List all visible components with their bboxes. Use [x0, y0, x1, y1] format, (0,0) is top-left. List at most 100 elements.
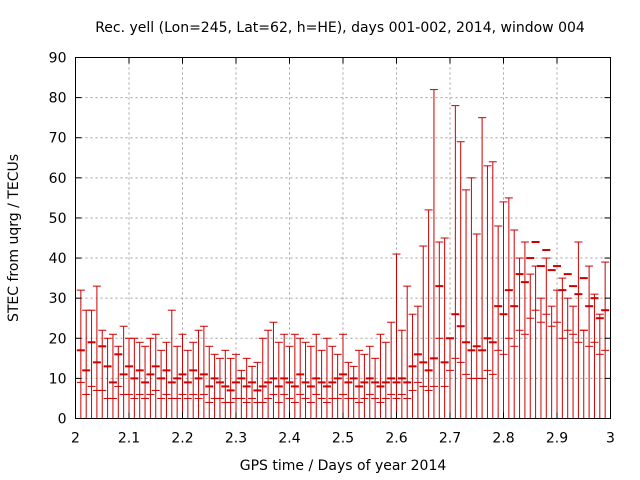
error-bar [456, 141, 465, 419]
x-tick-label: 2.3 [225, 431, 247, 447]
error-bar [189, 341, 198, 419]
error-bar [392, 253, 401, 419]
x-tick-label: 2.4 [278, 431, 300, 447]
error-bar [547, 269, 556, 419]
error-bar [82, 309, 91, 419]
y-tick-label: 90 [49, 51, 67, 67]
error-bar [360, 353, 369, 419]
error-bar [215, 357, 224, 419]
error-bar [579, 277, 588, 419]
error-bar [419, 245, 428, 419]
error-bar [371, 357, 380, 419]
error-bar [135, 341, 144, 419]
error-bar [574, 241, 583, 419]
error-bar [322, 337, 331, 419]
error-bar [290, 333, 299, 419]
error-bar [472, 233, 481, 419]
chart-title: Rec. yell (Lon=245, Lat=62, h=HE), days … [95, 20, 585, 36]
x-tick-label: 2.1 [118, 431, 140, 447]
error-bar [199, 325, 208, 419]
error-bar [408, 313, 417, 419]
x-tick-label: 2.8 [492, 431, 514, 447]
error-bar [269, 321, 278, 419]
error-bar [242, 357, 251, 419]
error-bar [162, 341, 171, 419]
error-bar [349, 365, 358, 419]
error-bar [226, 357, 235, 419]
y-tick-label: 60 [49, 171, 67, 187]
error-bar [108, 333, 117, 419]
error-bar [601, 261, 610, 419]
error-bar [98, 329, 107, 419]
error-bar [499, 201, 508, 419]
error-bar [141, 345, 150, 419]
error-bar [258, 337, 267, 419]
x-tick-label: 2.6 [385, 431, 407, 447]
error-bar [280, 333, 289, 419]
error-bar [510, 229, 519, 419]
error-bar [429, 89, 438, 419]
error-bar [194, 329, 203, 419]
error-bar [504, 197, 513, 419]
error-bar [306, 345, 315, 419]
y-axis-label: STEC from uqrg / TECUs [6, 154, 22, 322]
error-bar [253, 361, 262, 419]
error-bar [595, 313, 604, 419]
error-bar [328, 345, 337, 419]
y-tick-label: 50 [49, 211, 67, 227]
error-bar [376, 333, 385, 419]
error-bar [451, 105, 460, 419]
error-bar [381, 341, 390, 419]
error-bar [151, 333, 160, 419]
x-tick-label: 2.7 [439, 431, 461, 447]
error-bar [585, 265, 594, 419]
error-bar [114, 345, 123, 419]
y-tick-label: 70 [49, 131, 67, 147]
error-bar [183, 349, 192, 419]
error-bar [173, 345, 182, 419]
error-bar [76, 289, 85, 419]
error-bar [119, 325, 128, 419]
error-bar [178, 333, 187, 419]
y-tick-label: 10 [49, 371, 67, 387]
x-tick-label: 2.9 [546, 431, 568, 447]
error-bar [333, 353, 342, 419]
error-bar [397, 329, 406, 419]
data-series [76, 89, 610, 419]
error-bar [446, 337, 454, 419]
error-bar [167, 309, 176, 419]
error-bar [520, 241, 529, 419]
error-bar [526, 257, 535, 419]
x-tick-label: 2.5 [332, 431, 354, 447]
error-bar [92, 285, 101, 419]
error-bar [264, 329, 273, 419]
y-tick-label: 40 [49, 251, 67, 267]
error-bar [344, 361, 353, 419]
error-bar [590, 293, 599, 419]
error-bar [542, 249, 551, 419]
error-bar [435, 241, 444, 419]
error-bar [237, 369, 246, 419]
x-tick-label: 2 [71, 431, 80, 447]
y-tick-label: 80 [49, 91, 67, 107]
error-bar [365, 345, 374, 419]
error-bar [558, 277, 567, 419]
error-bar [403, 285, 412, 419]
error-bar [87, 309, 96, 419]
error-bar [103, 337, 112, 419]
error-bar [205, 345, 214, 419]
y-tick-label: 0 [58, 412, 67, 428]
error-bar [285, 345, 294, 419]
error-bar [494, 225, 503, 419]
error-bar [248, 365, 257, 419]
error-bar [157, 349, 166, 419]
axis-ticks: 2 2.1 2.2 2.3 2.4 2.5 2.6 2.7 2.8 2.9 301020304050… [49, 51, 615, 447]
error-bar [413, 305, 422, 419]
error-bar [296, 337, 305, 419]
y-tick-label: 20 [49, 331, 67, 347]
error-bar [563, 273, 572, 419]
error-bar [478, 117, 487, 419]
error-bar [232, 353, 240, 419]
error-bar [483, 165, 492, 419]
